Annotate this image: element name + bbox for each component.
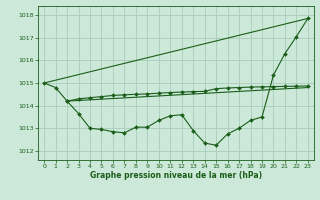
X-axis label: Graphe pression niveau de la mer (hPa): Graphe pression niveau de la mer (hPa) bbox=[90, 171, 262, 180]
